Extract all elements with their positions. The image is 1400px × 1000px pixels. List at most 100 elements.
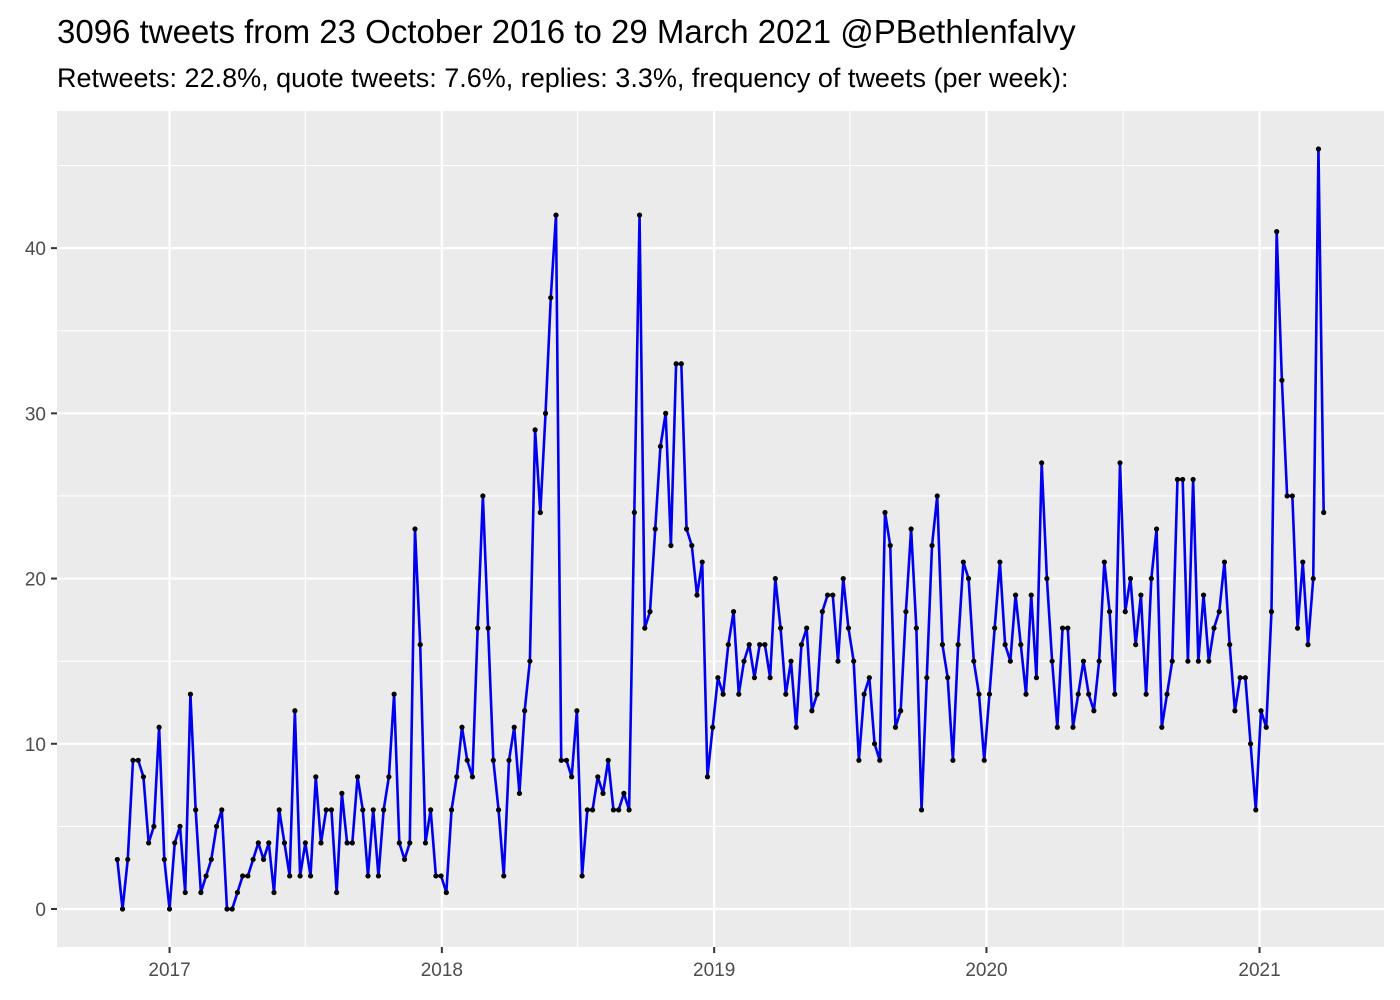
data-point — [156, 724, 162, 730]
data-point — [1117, 460, 1123, 466]
data-point — [511, 724, 517, 730]
data-point — [1315, 146, 1322, 152]
y-tick-label: 20 — [25, 570, 46, 591]
data-point — [443, 889, 449, 896]
data-point — [490, 757, 496, 763]
data-point — [1169, 658, 1175, 664]
data-point — [877, 757, 883, 763]
data-point — [501, 873, 507, 879]
data-point — [819, 609, 825, 615]
series-line — [116, 147, 1325, 911]
data-point — [793, 724, 799, 730]
data-point — [908, 526, 914, 532]
data-point — [1133, 642, 1139, 648]
data-point — [475, 625, 481, 631]
data-point — [386, 774, 392, 780]
data-point — [318, 840, 324, 846]
data-point — [1159, 724, 1165, 730]
data-point — [224, 906, 230, 912]
data-point — [1075, 691, 1081, 697]
data-point — [1200, 592, 1207, 598]
data-point — [971, 658, 977, 664]
data-point — [266, 840, 272, 846]
data-point — [287, 873, 293, 879]
data-point — [161, 856, 167, 863]
data-point — [657, 443, 664, 449]
data-point — [871, 741, 878, 747]
data-point — [182, 889, 188, 896]
data-point — [240, 873, 246, 879]
data-point — [1106, 609, 1113, 615]
data-point — [1242, 675, 1248, 681]
data-point — [835, 658, 841, 664]
data-point — [861, 691, 867, 697]
data-point — [730, 609, 737, 615]
data-point — [422, 840, 429, 846]
data-point — [903, 609, 909, 615]
data-point — [480, 493, 486, 499]
data-point — [616, 807, 622, 813]
data-point — [1310, 575, 1316, 582]
data-point — [370, 807, 376, 813]
data-point — [391, 691, 397, 697]
x-tick-label: 2020 — [965, 960, 1007, 981]
data-point — [981, 757, 987, 763]
data-point — [720, 691, 726, 697]
data-point — [704, 774, 711, 780]
data-point — [522, 708, 528, 714]
data-point — [328, 807, 335, 813]
data-point — [1018, 642, 1024, 648]
data-point — [777, 625, 784, 631]
data-point — [1253, 807, 1259, 813]
data-point — [187, 691, 194, 697]
data-point — [1300, 559, 1306, 565]
x-tick-label: 2017 — [148, 960, 190, 981]
data-point — [354, 774, 361, 780]
data-point — [1153, 526, 1160, 532]
data-point — [1237, 675, 1243, 681]
data-point — [412, 526, 418, 532]
data-point — [375, 873, 382, 879]
data-point — [574, 708, 580, 714]
y-tick-label: 10 — [25, 735, 46, 756]
data-point — [1211, 625, 1217, 631]
data-point — [401, 856, 408, 863]
data-point — [213, 823, 220, 829]
data-point — [1258, 708, 1264, 714]
data-point — [1039, 460, 1045, 466]
data-point — [652, 526, 658, 532]
data-point — [177, 823, 183, 829]
data-point — [219, 807, 225, 813]
data-point — [323, 807, 329, 813]
data-point — [939, 642, 946, 648]
series-layer — [114, 146, 1327, 912]
data-point — [965, 575, 972, 582]
data-point — [1049, 658, 1055, 664]
data-point — [1164, 691, 1170, 697]
data-point — [532, 427, 538, 433]
data-point — [636, 212, 643, 218]
data-point — [114, 856, 120, 863]
data-point — [840, 575, 846, 582]
data-point — [804, 625, 810, 631]
data-point — [1070, 724, 1076, 730]
data-point — [506, 757, 512, 763]
data-point — [757, 642, 763, 648]
data-point — [945, 675, 951, 681]
data-point — [992, 625, 998, 631]
data-point — [913, 625, 919, 631]
data-point — [198, 889, 204, 896]
data-point — [814, 691, 820, 697]
x-tick-label: 2021 — [1238, 960, 1280, 981]
data-point — [203, 873, 209, 879]
data-point — [1096, 658, 1102, 664]
data-point — [950, 757, 956, 763]
data-point — [464, 757, 470, 763]
data-point — [130, 757, 136, 763]
data-point — [1065, 625, 1071, 631]
data-point — [459, 724, 465, 730]
data-point — [746, 642, 752, 648]
data-point — [647, 609, 653, 615]
data-point — [454, 774, 460, 780]
data-point — [1190, 476, 1196, 483]
